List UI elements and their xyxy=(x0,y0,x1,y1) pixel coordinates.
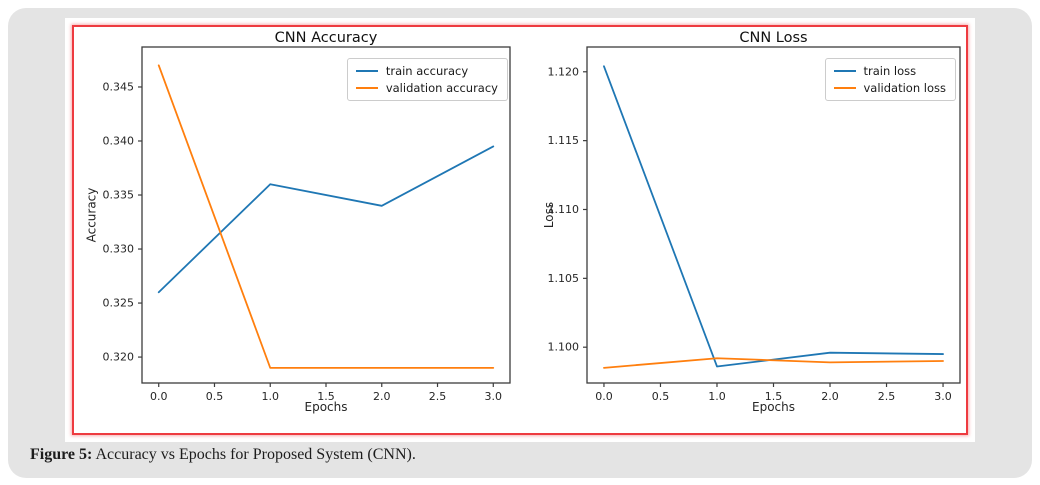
loss-x-axis-label: Epochs xyxy=(752,400,795,414)
loss-y-axis-label: Loss xyxy=(542,201,557,229)
legend-line-swatch xyxy=(833,87,856,89)
svg-text:2.0: 2.0 xyxy=(373,390,391,403)
svg-text:0.340: 0.340 xyxy=(103,134,135,147)
svg-text:0.345: 0.345 xyxy=(103,80,135,93)
legend-line-swatch xyxy=(355,87,378,89)
loss-chart: 1.100 1.105 1.110 1.115 1.120 0.0 0.5 1.0 1.5 2.0… xyxy=(535,30,970,420)
figure-caption-text: Accuracy vs Epochs for Proposed System (… xyxy=(92,446,416,463)
accuracy-y-axis-label: Accuracy xyxy=(84,187,99,243)
legend-item: train accuracy xyxy=(355,64,498,78)
legend-item-label: validation accuracy xyxy=(385,81,498,95)
accuracy-plot-canvas: 0.320 0.325 0.330 0.335 0.340 0.345 0.0 0.5 1.0 1… xyxy=(103,46,511,403)
legend-item-label: train accuracy xyxy=(385,64,469,78)
svg-text:0.5: 0.5 xyxy=(206,390,224,403)
accuracy-x-axis-label: Epochs xyxy=(304,400,348,414)
loss-plot-canvas: 1.100 1.105 1.110 1.115 1.120 0.0 0.5 1.0 1.5 2.0… xyxy=(548,46,961,403)
svg-text:1.0: 1.0 xyxy=(261,390,279,403)
loss-chart-title: CNN Loss xyxy=(739,30,808,46)
svg-text:2.0: 2.0 xyxy=(821,390,839,403)
svg-text:0.330: 0.330 xyxy=(103,243,135,256)
svg-text:2.5: 2.5 xyxy=(429,390,447,403)
svg-text:1.110: 1.110 xyxy=(548,203,580,216)
legend-item-label: train loss xyxy=(863,64,917,78)
svg-text:1.115: 1.115 xyxy=(548,134,580,147)
legend-item: validation loss xyxy=(833,81,947,95)
legend-item: train loss xyxy=(833,64,947,78)
legend-item-label: validation loss xyxy=(863,81,947,95)
legend-item: validation accuracy xyxy=(355,81,498,95)
svg-text:1.0: 1.0 xyxy=(708,390,726,403)
svg-text:0.0: 0.0 xyxy=(150,390,168,403)
svg-text:0.320: 0.320 xyxy=(103,351,135,364)
svg-text:1.120: 1.120 xyxy=(548,65,580,78)
svg-text:1.100: 1.100 xyxy=(548,341,580,354)
figure-caption-label: Figure 5: xyxy=(30,446,93,463)
accuracy-legend: train accuracy validation accuracy xyxy=(346,58,508,101)
loss-legend: train loss validation loss xyxy=(824,58,956,101)
svg-text:1.5: 1.5 xyxy=(765,390,783,403)
legend-line-swatch xyxy=(355,70,378,72)
figure-caption: Figure 5: Accuracy vs Epochs for Propose… xyxy=(30,446,416,464)
legend-line-swatch xyxy=(833,70,856,72)
accuracy-chart: 0.320 0.325 0.330 0.335 0.340 0.345 0.0 0.5 1.0 1… xyxy=(75,30,520,420)
svg-text:3.0: 3.0 xyxy=(934,390,952,403)
svg-text:0.335: 0.335 xyxy=(103,189,135,202)
svg-text:0.5: 0.5 xyxy=(652,390,670,403)
accuracy-chart-title: CNN Accuracy xyxy=(274,30,378,46)
svg-text:1.5: 1.5 xyxy=(317,390,335,403)
svg-text:3.0: 3.0 xyxy=(485,390,503,403)
svg-text:0.325: 0.325 xyxy=(103,297,135,310)
svg-text:0.0: 0.0 xyxy=(595,390,613,403)
figure-image-panel: 0.320 0.325 0.330 0.335 0.340 0.345 0.0 0.5 1.0 1… xyxy=(65,18,975,442)
svg-text:2.5: 2.5 xyxy=(878,390,896,403)
svg-text:1.105: 1.105 xyxy=(548,272,580,285)
